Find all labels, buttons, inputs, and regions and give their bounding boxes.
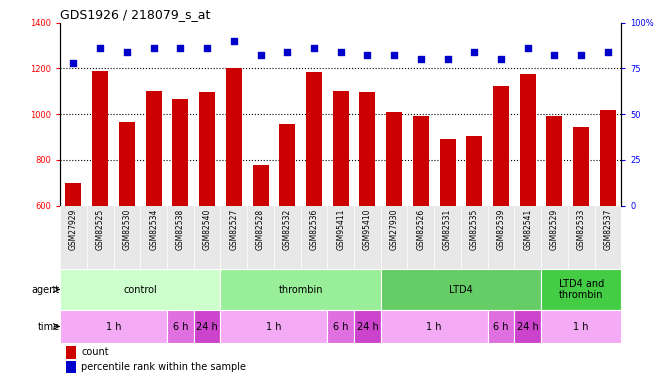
Text: GSM82541: GSM82541 xyxy=(523,209,532,250)
Text: GSM82526: GSM82526 xyxy=(416,209,426,250)
Point xyxy=(549,53,560,58)
Text: LTD4 and
thrombin: LTD4 and thrombin xyxy=(558,279,604,300)
Point xyxy=(228,38,239,44)
Bar xyxy=(413,117,429,206)
Bar xyxy=(60,269,220,310)
Bar xyxy=(220,310,327,343)
Point xyxy=(522,45,533,51)
Text: 24 h: 24 h xyxy=(357,321,378,332)
Bar xyxy=(226,68,242,206)
Bar xyxy=(354,310,381,343)
Text: 1 h: 1 h xyxy=(106,321,122,332)
Point xyxy=(255,53,266,58)
Bar xyxy=(514,310,541,343)
Text: GSM82537: GSM82537 xyxy=(603,209,613,251)
Text: GSM82536: GSM82536 xyxy=(309,209,319,251)
Bar xyxy=(306,72,322,206)
Bar xyxy=(146,91,162,206)
Text: GSM27930: GSM27930 xyxy=(389,209,399,251)
Point xyxy=(335,49,346,55)
Bar xyxy=(488,310,514,343)
Bar xyxy=(253,165,269,206)
Point xyxy=(496,56,506,62)
Bar xyxy=(573,127,589,206)
Bar xyxy=(541,310,621,343)
Point xyxy=(68,60,79,66)
Point xyxy=(442,56,453,62)
Text: GSM82539: GSM82539 xyxy=(496,209,506,251)
Bar xyxy=(65,346,76,358)
Bar xyxy=(199,92,215,206)
Point xyxy=(122,49,132,55)
Text: 1 h: 1 h xyxy=(266,321,282,332)
Text: GSM82540: GSM82540 xyxy=(202,209,212,251)
Text: agent: agent xyxy=(32,285,60,294)
Point xyxy=(175,45,186,51)
Bar xyxy=(546,117,562,206)
Text: 1 h: 1 h xyxy=(426,321,442,332)
Bar xyxy=(386,112,402,206)
Text: thrombin: thrombin xyxy=(279,285,323,294)
Bar xyxy=(333,91,349,206)
Point xyxy=(469,49,480,55)
Text: 6 h: 6 h xyxy=(493,321,509,332)
Point xyxy=(362,53,373,58)
Text: 6 h: 6 h xyxy=(333,321,349,332)
Bar xyxy=(65,183,81,206)
Point xyxy=(148,45,159,51)
Point xyxy=(282,49,293,55)
Bar xyxy=(440,140,456,206)
Point xyxy=(415,56,426,62)
Point xyxy=(603,49,613,55)
Text: 24 h: 24 h xyxy=(196,321,218,332)
Text: percentile rank within the sample: percentile rank within the sample xyxy=(81,362,246,372)
Point xyxy=(389,53,399,58)
Text: GSM82533: GSM82533 xyxy=(576,209,586,251)
Bar xyxy=(327,310,354,343)
Text: GSM82538: GSM82538 xyxy=(176,209,185,250)
Bar xyxy=(220,269,381,310)
Point xyxy=(309,45,319,51)
Bar xyxy=(359,92,375,206)
Text: GSM27929: GSM27929 xyxy=(69,209,78,251)
Bar xyxy=(466,136,482,206)
Text: GSM82530: GSM82530 xyxy=(122,209,132,251)
Text: GSM82535: GSM82535 xyxy=(470,209,479,251)
Text: GSM82527: GSM82527 xyxy=(229,209,238,250)
Bar xyxy=(541,269,621,310)
Text: GSM82528: GSM82528 xyxy=(256,209,265,250)
Bar xyxy=(167,310,194,343)
Text: count: count xyxy=(81,347,109,357)
Text: GSM82531: GSM82531 xyxy=(443,209,452,250)
Text: GSM82532: GSM82532 xyxy=(283,209,292,250)
Point xyxy=(95,45,106,51)
Bar xyxy=(381,310,488,343)
Point xyxy=(202,45,212,51)
Text: LTD4: LTD4 xyxy=(449,285,473,294)
Text: GSM95410: GSM95410 xyxy=(363,209,372,251)
Text: GDS1926 / 218079_s_at: GDS1926 / 218079_s_at xyxy=(60,8,210,21)
Bar xyxy=(279,124,295,206)
Text: GSM82529: GSM82529 xyxy=(550,209,559,250)
Text: control: control xyxy=(124,285,157,294)
Bar xyxy=(92,70,108,206)
Bar xyxy=(194,310,220,343)
Bar xyxy=(65,362,76,374)
Text: GSM82534: GSM82534 xyxy=(149,209,158,251)
Bar xyxy=(381,269,541,310)
Point xyxy=(576,53,587,58)
Bar xyxy=(493,86,509,206)
Text: 24 h: 24 h xyxy=(517,321,538,332)
Text: 6 h: 6 h xyxy=(172,321,188,332)
Bar xyxy=(172,99,188,206)
Bar xyxy=(600,110,616,206)
Bar xyxy=(520,74,536,206)
Text: 1 h: 1 h xyxy=(573,321,589,332)
Text: time: time xyxy=(38,321,60,332)
Text: GSM95411: GSM95411 xyxy=(336,209,345,251)
Bar xyxy=(119,122,135,206)
Bar xyxy=(60,310,167,343)
Text: GSM82525: GSM82525 xyxy=(96,209,105,250)
